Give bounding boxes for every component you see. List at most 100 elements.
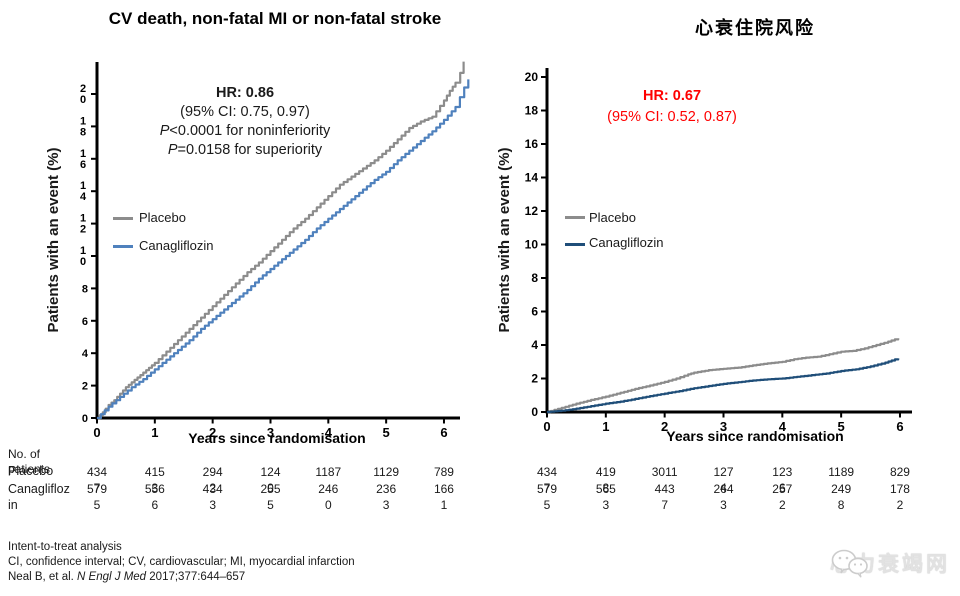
x-tick-label: 4	[779, 419, 787, 434]
annotation-line: P<0.0001 for noninferiority	[159, 123, 331, 139]
footnote-block: Intent-to-treat analysis CI, confidence …	[8, 540, 478, 585]
x-tick-label: 6	[440, 425, 447, 440]
x-tick-label: 2	[661, 419, 668, 434]
at-risk-value: 1240	[260, 465, 281, 495]
at-risk-value: 2363	[376, 482, 397, 512]
footnote-line-3: Neal B, et al. N Engl J Med 2017;377:644…	[8, 571, 246, 583]
right-legend-canagliflozin-line	[565, 243, 585, 246]
left-chart-title: CV death, non-fatal MI or non-fatal stro…	[108, 9, 442, 28]
left-hr-annotation: HR: 0.86 (95% CI: 0.75, 0.97) P<0.0001 for…	[118, 84, 372, 160]
annotation-line: (95% CI: 0.75, 0.97)	[180, 104, 310, 120]
footnote-line-2: CI, confidence interval; CV, cardiovascu…	[8, 556, 355, 568]
wechat-icon	[831, 549, 868, 578]
at-risk-row-label-placebo: Placebo	[8, 464, 54, 478]
x-tick-label: 1	[151, 425, 158, 440]
y-tick-label: 2	[531, 372, 538, 386]
y-tick-label: 20	[525, 70, 539, 84]
x-tick-label: 1	[602, 419, 609, 434]
y-tick-label: 16	[525, 137, 539, 151]
series-line-placebo	[547, 338, 900, 414]
annotation-line: (95% CI: 0.52, 0.87)	[607, 109, 737, 125]
at-risk-header: No. of patients	[8, 447, 51, 476]
left-legend-canagliflozin-line	[113, 245, 133, 248]
x-tick-label: 3	[720, 419, 727, 434]
at-risk-value: 1189	[828, 465, 855, 479]
right-legend-canagliflozin-label: Canagliflozin	[589, 235, 664, 250]
at-risk-value: 1129	[373, 465, 400, 479]
at-risk-value: 4198	[595, 465, 616, 495]
annotation-line: P=0.0158 for superiority	[167, 142, 323, 158]
x-tick-label: 3	[267, 425, 274, 440]
at-risk-value: 5795	[536, 482, 558, 512]
watermark: 心力衰竭网	[830, 548, 950, 578]
y-tick-label: 0	[82, 413, 88, 425]
at-risk-value: 829	[889, 465, 910, 479]
left-legend-canagliflozin-label: Canagliflozin	[139, 238, 214, 253]
series-line-canagliflozin	[547, 358, 900, 414]
at-risk-row-label-canagliflozin: Canagliflozin	[8, 482, 70, 512]
right-hr-annotation: HR: 0.67 (95% CI: 0.52, 0.87)	[556, 86, 788, 128]
y-tick-label: 10	[525, 238, 539, 252]
left-legend-placebo-line	[113, 217, 133, 220]
x-tick-label: 0	[93, 425, 100, 440]
left-legend-placebo-label: Placebo	[139, 210, 186, 225]
at-risk-value: 1236	[772, 465, 793, 495]
y-tick-label: 2	[82, 381, 88, 393]
at-risk-value: 4343	[202, 482, 223, 512]
y-tick-label: 4	[531, 338, 538, 352]
at-risk-value: 1661	[433, 482, 454, 512]
at-risk-value: 1187	[315, 465, 342, 479]
at-risk-value: 2572	[772, 482, 793, 512]
y-tick-label: 8	[531, 271, 538, 285]
y-tick-label: 6	[531, 305, 538, 319]
at-risk-value: 4437	[654, 482, 675, 512]
right-legend-placebo-label: Placebo	[589, 210, 636, 225]
y-tick-label: 18	[525, 104, 539, 118]
x-tick-label: 5	[838, 419, 845, 434]
at-risk-value: 2498	[831, 482, 852, 512]
at-risk-value: 4347	[536, 465, 558, 495]
x-tick-label: 4	[325, 425, 333, 440]
y-tick-label: 0	[531, 405, 538, 419]
y-tick-label: 14	[525, 171, 539, 185]
at-risk-value: 4153	[144, 465, 165, 495]
right-chart-title: 心衰住院风险	[695, 18, 815, 38]
x-tick-label: 2	[209, 425, 216, 440]
footnote-line-1: Intent-to-treat analysis	[8, 541, 122, 553]
right-legend-placebo-line	[565, 216, 585, 219]
y-tick-label: 8	[82, 283, 88, 295]
series-line-canagliflozin	[97, 79, 470, 420]
at-risk-value: 2942	[202, 465, 223, 495]
at-risk-value: 5795	[86, 482, 108, 512]
left-y-axis-label: Patients with an event (%)	[45, 147, 62, 333]
right-x-axis-label: Years since randomisation	[666, 428, 844, 444]
annotation-line: HR: 0.86	[215, 85, 275, 101]
y-tick-label: 6	[82, 316, 88, 328]
x-tick-label: 5	[383, 425, 390, 440]
at-risk-value: 789	[433, 465, 454, 479]
y-tick-label: 12	[525, 204, 539, 218]
x-tick-label: 6	[896, 419, 903, 434]
at-risk-value: 5566	[144, 482, 165, 512]
at-risk-value: 5653	[595, 482, 616, 512]
at-risk-value: 1274	[713, 465, 734, 495]
left-x-axis-label: Years since randomisation	[188, 430, 366, 446]
right-y-axis-label: Patients with an event (%)	[496, 147, 513, 333]
at-risk-value: 2643	[713, 482, 734, 512]
annotation-line: HR: 0.67	[642, 88, 702, 104]
at-risk-value: 2460	[318, 482, 339, 512]
at-risk-value: 2555	[260, 482, 281, 512]
x-tick-label: 0	[543, 419, 550, 434]
at-risk-value: 4347	[86, 465, 108, 495]
at-risk-value: 1782	[889, 482, 910, 512]
y-tick-label: 4	[82, 348, 89, 360]
at-risk-value: 3011	[651, 465, 678, 479]
